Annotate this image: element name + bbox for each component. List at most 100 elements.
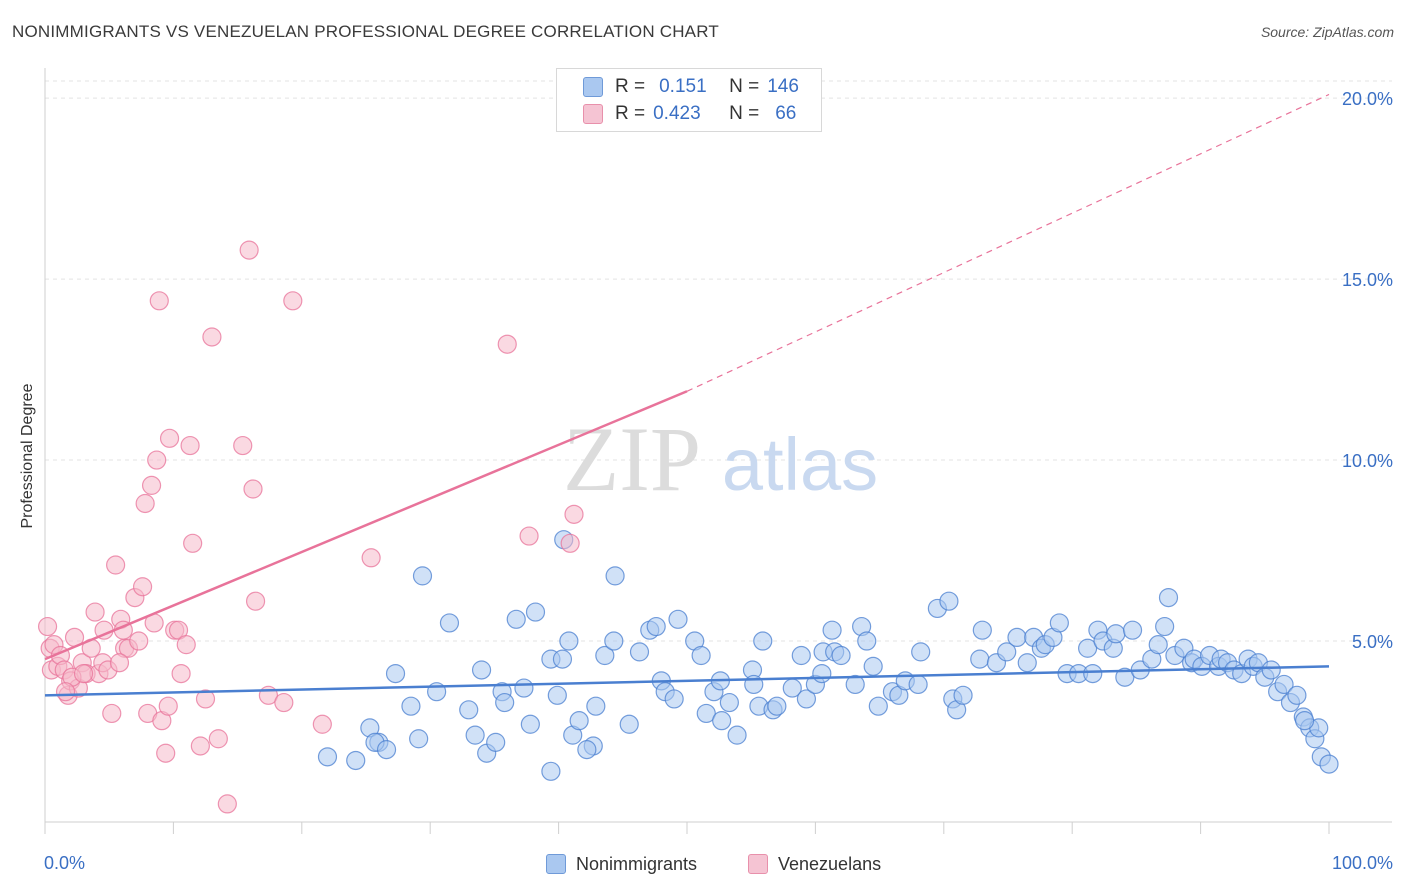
point-nonimmigrants (486, 732, 506, 752)
trend-lines (44, 93, 1330, 697)
point-nonimmigrants (1049, 613, 1069, 633)
series-nonimmigrants (317, 530, 1339, 781)
watermark-atlas: atlas (722, 423, 878, 506)
point-nonimmigrants (1115, 667, 1135, 687)
legend-r-label: R = (615, 76, 646, 97)
point-nonimmigrants (753, 631, 773, 651)
point-nonimmigrants (547, 685, 567, 705)
point-nonimmigrants (552, 649, 573, 669)
point-venezuelans (283, 291, 303, 311)
point-nonimmigrants (1078, 638, 1098, 658)
axes (44, 68, 1392, 834)
point-nonimmigrants (664, 689, 684, 709)
point-nonimmigrants (595, 645, 615, 666)
point-venezuelans (233, 435, 253, 456)
legend-item-venezuelans[interactable]: Venezuelans (748, 852, 881, 876)
point-nonimmigrants (346, 750, 366, 771)
point-venezuelans (274, 692, 294, 713)
point-nonimmigrants (605, 566, 625, 586)
point-venezuelans (217, 794, 237, 814)
point-venezuelans (245, 591, 266, 611)
legend-row-nonimmigrants: R = 0.151 N = 146 (583, 75, 799, 99)
point-nonimmigrants (439, 613, 460, 633)
point-nonimmigrants (577, 740, 597, 760)
point-nonimmigrants (629, 642, 650, 662)
point-nonimmigrants (459, 700, 479, 720)
correlation-legend: R = 0.151 N = 146 R = 0.423 N = 66 (556, 68, 822, 132)
point-nonimmigrants (1274, 674, 1294, 695)
y-tick-label: 5.0% (1352, 632, 1393, 652)
point-nonimmigrants (1083, 663, 1103, 684)
point-nonimmigrants (668, 609, 688, 629)
point-nonimmigrants (863, 656, 883, 676)
point-nonimmigrants (719, 692, 739, 713)
point-nonimmigrants (401, 696, 421, 716)
point-nonimmigrants (604, 631, 624, 651)
point-nonimmigrants (506, 609, 526, 629)
point-nonimmigrants (569, 711, 589, 731)
point-venezuelans (497, 334, 517, 354)
point-nonimmigrants (812, 663, 832, 684)
point-nonimmigrants (465, 725, 485, 745)
watermark-zip: ZIP (563, 408, 701, 510)
point-nonimmigrants (712, 711, 732, 731)
legend-r-label: R = (615, 103, 646, 124)
point-nonimmigrants (646, 616, 666, 637)
point-nonimmigrants (1319, 754, 1339, 774)
point-venezuelans (149, 291, 169, 311)
legend-item-nonimmigrants[interactable]: Nonimmigrants (546, 852, 697, 876)
point-venezuelans (183, 533, 203, 553)
point-nonimmigrants (796, 689, 817, 709)
point-venezuelans (156, 743, 176, 763)
legend-label-venezuelans: Venezuelans (778, 853, 882, 874)
point-nonimmigrants (845, 674, 865, 695)
point-venezuelans (239, 240, 259, 260)
y-tick-label: 15.0% (1342, 270, 1393, 290)
point-nonimmigrants (1017, 653, 1037, 673)
legend-swatch-blue (583, 77, 603, 97)
point-nonimmigrants (514, 678, 534, 698)
point-nonimmigrants (822, 620, 842, 640)
trend-line-venezuelans-extension (686, 93, 1330, 392)
point-venezuelans (195, 689, 216, 709)
point-nonimmigrants (586, 696, 606, 716)
series-venezuelans (37, 240, 584, 814)
chart-title: NONIMMIGRANTS VS VENEZUELAN PROFESSIONAL… (12, 22, 719, 41)
watermark: ZIP atlas (563, 408, 878, 510)
point-nonimmigrants (471, 660, 492, 680)
legend-n-value: 146 (767, 76, 799, 97)
point-nonimmigrants (791, 645, 811, 666)
x-tick-label-max: 100.0% (1332, 853, 1393, 873)
point-nonimmigrants (696, 703, 716, 724)
point-nonimmigrants (541, 761, 561, 781)
point-nonimmigrants (939, 591, 959, 611)
point-nonimmigrants (1287, 685, 1307, 705)
point-nonimmigrants (997, 642, 1017, 662)
gridlines (45, 80, 1392, 642)
point-venezuelans (361, 548, 381, 568)
legend-n-value: 66 (775, 103, 797, 124)
legend-label-nonimmigrants: Nonimmigrants (576, 853, 698, 874)
legend-r-value: 0.151 (659, 76, 707, 97)
point-venezuelans (85, 602, 105, 622)
point-venezuelans (102, 703, 122, 724)
point-nonimmigrants (972, 620, 992, 640)
y-tick-label: 20.0% (1342, 89, 1393, 109)
point-nonimmigrants (1007, 627, 1027, 648)
point-nonimmigrants (908, 674, 928, 695)
point-venezuelans (171, 663, 191, 684)
point-nonimmigrants (317, 747, 338, 767)
point-venezuelans (129, 631, 149, 651)
source-label: Source: ZipAtlas.com (1260, 24, 1394, 40)
point-nonimmigrants (520, 714, 540, 734)
point-venezuelans (560, 533, 580, 553)
point-venezuelans (202, 327, 222, 347)
point-venezuelans (208, 729, 228, 749)
legend-swatch-pink (748, 854, 768, 874)
point-nonimmigrants (619, 714, 639, 734)
point-venezuelans (55, 682, 76, 702)
point-nonimmigrants (376, 740, 397, 760)
point-nonimmigrants (559, 631, 579, 651)
point-venezuelans (132, 577, 153, 597)
point-nonimmigrants (767, 696, 787, 716)
